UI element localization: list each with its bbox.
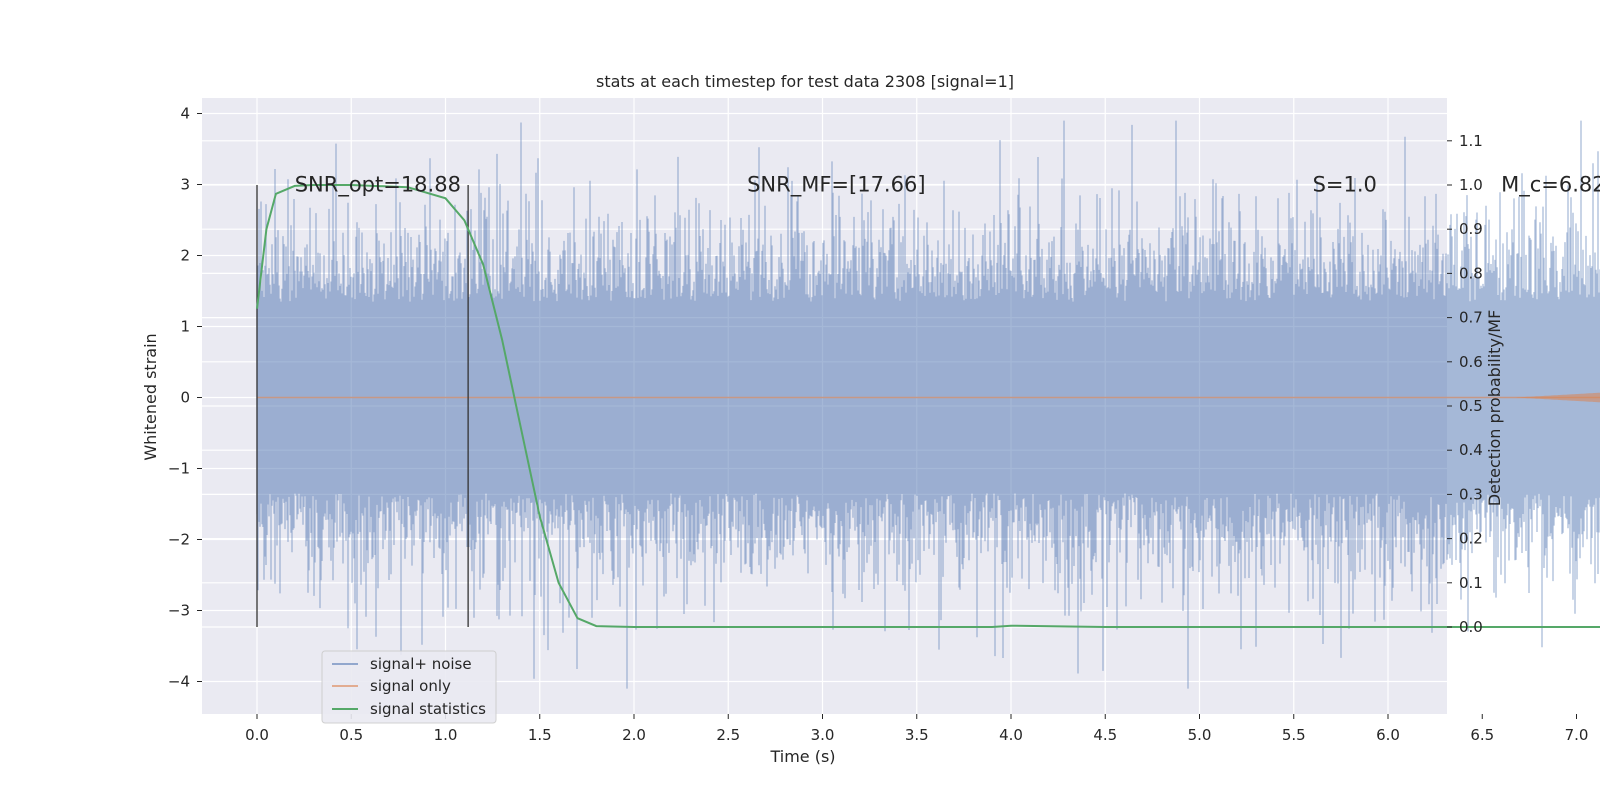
x-tick-label: 7.0	[1565, 726, 1589, 744]
y2-tick-label: 0.3	[1459, 485, 1483, 503]
y-tick-label: 3	[180, 176, 190, 194]
x-tick-label: 4.5	[1093, 726, 1117, 744]
legend: signal+ noise signal only signal statist…	[321, 650, 497, 724]
x-tick-label: 6.5	[1470, 726, 1494, 744]
series-signal-only	[257, 392, 1600, 403]
y-tick-label: 2	[180, 247, 190, 265]
series-signal-statistics	[256, 184, 1600, 628]
x-tick-label: 3.5	[905, 726, 929, 744]
x-tick-label: 4.0	[999, 726, 1023, 744]
y2-tick-label: 0.4	[1459, 441, 1483, 459]
y-tick-label: 0	[180, 389, 190, 407]
y2-tick-label: 0.1	[1459, 574, 1483, 592]
x-tick-label: 1.0	[434, 726, 458, 744]
vertical-markers	[256, 185, 469, 627]
annotation-snr-opt: SNR_opt=18.88	[295, 173, 461, 198]
x-tick-label: 0.5	[339, 726, 363, 744]
x-tick-label: 5.5	[1282, 726, 1306, 744]
annotation-s: S=1.0	[1313, 173, 1377, 197]
y2-tick-label: 0.9	[1459, 220, 1483, 238]
legend-label-stats: signal statistics	[370, 700, 486, 718]
x-tick-label: 3.0	[811, 726, 835, 744]
y-tick-label: −3	[168, 602, 190, 620]
x-axis-label: Time (s)	[769, 747, 835, 766]
y-tick-label: 4	[180, 105, 190, 123]
y2-axis-ticks: 0.0 0.1 0.2 0.3 0.4 0.5 0.6 0.7 0.8 0.9 1.0 1.1	[1447, 132, 1483, 636]
annotation-snr-mf: SNR_MF=[17.66]	[747, 173, 925, 198]
annotations: SNR_opt=18.88 SNR_MF=[17.66] S=1.0 M_c=6…	[295, 173, 1600, 198]
chart-title: stats at each timestep for test data 230…	[596, 72, 1014, 91]
x-tick-label: 2.0	[622, 726, 646, 744]
legend-label-signal: signal only	[370, 677, 451, 695]
y2-tick-label: 0.2	[1459, 530, 1483, 548]
y2-tick-label: 0.6	[1459, 353, 1483, 371]
y2-tick-label: 1.1	[1459, 132, 1483, 150]
x-tick-label: 6.0	[1376, 726, 1400, 744]
y-tick-label: −2	[168, 531, 190, 549]
y2-tick-label: 0.0	[1459, 618, 1483, 636]
x-axis-ticks: 0.0 0.5 1.0 1.5 2.0 2.5 3.0 3.5 4.0 4.5 5.0 5.5 6.0 6…	[245, 714, 1589, 744]
probability-line	[256, 184, 1600, 628]
y-tick-label: −1	[168, 460, 190, 478]
y2-axis-label: Detection probability/MF	[1485, 310, 1504, 507]
x-tick-label: 0.0	[245, 726, 269, 744]
legend-label-noise: signal+ noise	[370, 655, 472, 673]
x-tick-label: 2.5	[716, 726, 740, 744]
y-axis-label: Whitened strain	[141, 333, 160, 460]
y2-tick-label: 0.8	[1459, 264, 1483, 282]
y2-tick-label: 0.7	[1459, 309, 1483, 327]
x-tick-label: 5.0	[1188, 726, 1212, 744]
y-tick-label: 1	[180, 318, 190, 336]
y2-tick-label: 1.0	[1459, 176, 1483, 194]
y2-tick-label: 0.5	[1459, 397, 1483, 415]
legend-box	[321, 650, 497, 724]
annotation-mc: M_c=6.82	[1501, 173, 1600, 198]
y-axis-ticks: −4 −3 −2 −1 0 1 2 3 4	[168, 105, 202, 691]
y-tick-label: −4	[168, 673, 190, 691]
x-tick-label: 1.5	[528, 726, 552, 744]
